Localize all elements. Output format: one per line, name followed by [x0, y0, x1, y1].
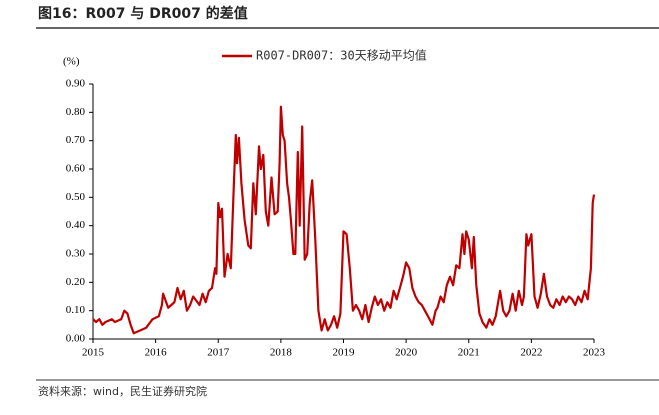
x-tick-label: 2023 — [583, 347, 606, 359]
y-tick-label: 0.60 — [66, 163, 86, 175]
x-tick-label: 2022 — [520, 347, 542, 359]
y-axis-label: (%) — [63, 56, 80, 68]
x-tick-label: 2020 — [395, 347, 418, 359]
y-tick-label: 0.20 — [66, 276, 86, 288]
y-tick-label: 0.70 — [66, 134, 86, 146]
x-tick-label: 2016 — [145, 347, 168, 359]
y-tick-label: 0.80 — [66, 106, 86, 118]
x-tick-label: 2018 — [270, 347, 293, 359]
x-tick-label: 2017 — [207, 347, 230, 359]
y-tick-label: 0.00 — [66, 333, 86, 345]
x-tick-label: 2019 — [333, 347, 356, 359]
y-tick-label: 0.50 — [66, 191, 86, 203]
chart-title: 图16：R007 与 DR007 的差值 — [38, 5, 248, 22]
y-tick-label: 0.40 — [66, 219, 86, 231]
x-tick-label: 2015 — [82, 347, 105, 359]
source: 资料来源：wind，民生证券研究院 — [38, 384, 207, 398]
y-tick-label: 0.10 — [66, 304, 86, 316]
y-tick-label: 0.90 — [66, 78, 86, 90]
y-tick-label: 0.30 — [66, 248, 86, 260]
legend-label: R007-DR007：30天移动平均值 — [256, 48, 427, 63]
line-series — [92, 105, 596, 335]
x-tick-label: 2021 — [458, 347, 480, 359]
